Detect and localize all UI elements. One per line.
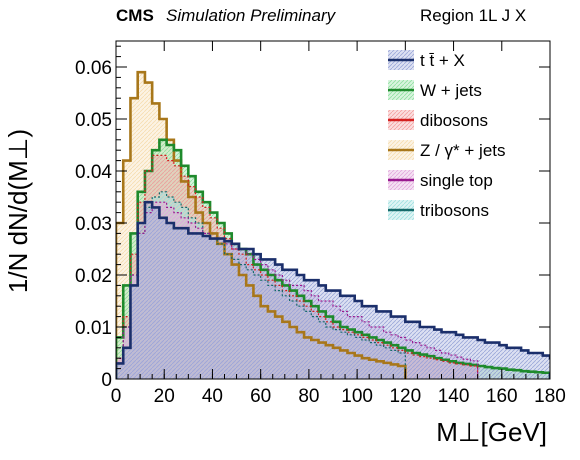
x-tick-label-9: 180 [534, 386, 566, 407]
x-axis-label: M⊥[GeV] [436, 417, 547, 447]
x-tick-label-4: 80 [298, 386, 319, 407]
y-tick-label-5: 0.05 [75, 110, 112, 131]
series-line-3 [116, 70, 407, 379]
y-tick-label-0: 0 [101, 370, 112, 391]
legend-label-4: single top [420, 171, 493, 190]
histogram-fills [116, 72, 550, 379]
legend-label-2: dibosons [420, 111, 488, 130]
status-label: Simulation Preliminary [166, 6, 336, 25]
legend-label-3: Z / γ* + jets [420, 141, 506, 160]
series-line-5 [116, 191, 406, 379]
x-tick-label-8: 160 [486, 386, 518, 407]
legend: t t̄ + X W + jets dibosons Z / γ* + jets sin… [388, 50, 506, 220]
histogram-lines [116, 70, 550, 379]
x-tick-label-0: 0 [111, 386, 122, 407]
legend-label-1: W + jets [420, 81, 482, 100]
y-tick-label-6: 0.06 [75, 58, 112, 79]
y-tick-label-3: 0.03 [75, 214, 112, 235]
y-tick-label-2: 0.02 [75, 266, 112, 287]
region-label: Region 1L J X [420, 6, 527, 25]
axes: 0 20 40 60 80 100 120 140 160 180 0 0.01 0.02 0.03 0.0… [75, 40, 566, 407]
legend-label-5: tribosons [420, 201, 489, 220]
experiment-label: CMS [116, 6, 154, 25]
y-tick-label-4: 0.04 [75, 162, 112, 183]
series-line-0 [116, 200, 550, 379]
series-line-2 [116, 154, 479, 379]
x-tick-label-6: 120 [389, 386, 421, 407]
x-tick-label-5: 100 [341, 386, 373, 407]
legend-label-0: t t̄ + X [420, 51, 465, 70]
series-line-4 [116, 201, 479, 379]
y-tick-label-1: 0.01 [75, 318, 112, 339]
x-tick-label-7: 140 [438, 386, 470, 407]
x-tick-label-1: 20 [154, 386, 175, 407]
x-tick-label-3: 60 [250, 386, 271, 407]
y-axis-label: 1/N dN/d(M⊥) [3, 129, 33, 293]
series-line-1 [116, 138, 550, 379]
x-tick-label-2: 40 [202, 386, 223, 407]
